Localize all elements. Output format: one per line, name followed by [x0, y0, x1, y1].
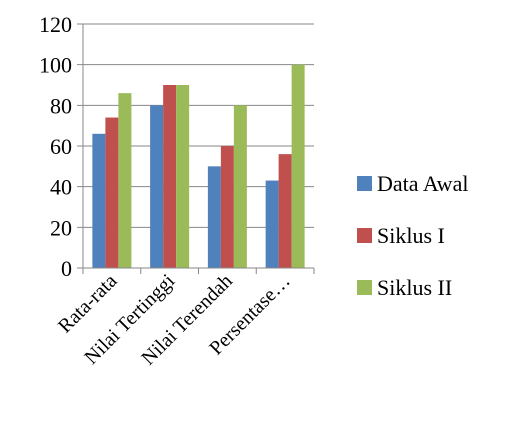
bar-siklus-ii: [291, 64, 305, 269]
legend-swatch-data-awal: [357, 176, 372, 191]
legend-label-siklus-i: Siklus I: [377, 223, 445, 248]
bar-siklus-i: [220, 146, 234, 268]
bar-siklus-i: [278, 154, 292, 268]
y-axis-tick-labels: 0 20 40 60 80 100 120: [39, 12, 72, 281]
legend-swatch-siklus-ii: [357, 280, 372, 295]
y-tick-label: 100: [39, 53, 72, 78]
axes: [77, 24, 315, 274]
bar-data-awal: [92, 133, 106, 268]
legend-swatch-siklus-i: [357, 228, 372, 243]
bar-data-awal: [207, 166, 221, 268]
bars: [92, 64, 305, 269]
y-tick-label: 60: [50, 134, 72, 159]
y-tick-label: 20: [50, 215, 72, 240]
legend-label-siklus-ii: Siklus II: [377, 275, 452, 300]
bar-siklus-i: [163, 85, 177, 268]
y-tick-label: 120: [39, 12, 72, 37]
bar-siklus-ii: [233, 105, 247, 268]
bar-siklus-ii: [176, 85, 190, 268]
y-tick-label: 80: [50, 93, 72, 118]
legend-label-data-awal: Data Awal: [377, 171, 468, 196]
legend: Data Awal Siklus I Siklus II: [357, 171, 468, 300]
bar-data-awal: [265, 180, 279, 268]
bar-siklus-ii: [118, 93, 132, 268]
y-tick-label: 0: [61, 256, 72, 281]
y-tick-label: 40: [50, 175, 72, 200]
bar-data-awal: [150, 105, 164, 268]
bar-siklus-i: [105, 117, 119, 269]
